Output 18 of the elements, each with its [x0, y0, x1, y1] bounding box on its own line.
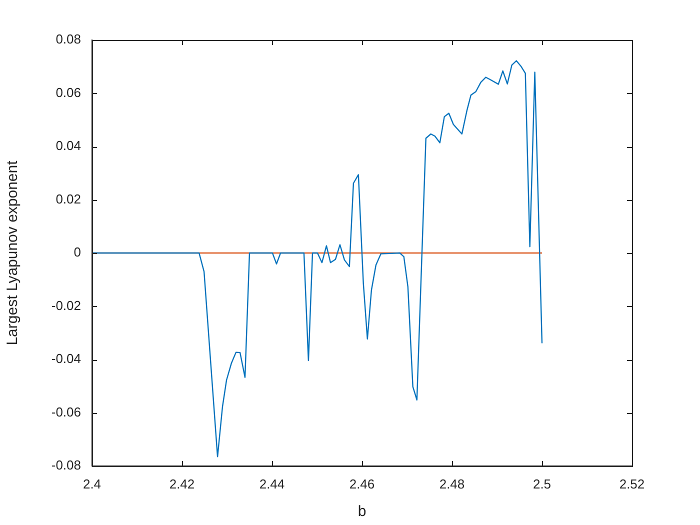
y-tick-label: 0 [74, 244, 81, 260]
x-axis-title: b [358, 503, 366, 520]
y-tick-label: -0.02 [51, 298, 81, 313]
y-tick-label: 0.06 [56, 84, 81, 100]
x-tick-label: 2.5 [532, 476, 552, 492]
y-tick-label: -0.04 [51, 351, 81, 366]
x-tick-label: 2.48 [439, 476, 465, 492]
y-tick-label: 0.02 [56, 191, 81, 206]
y-tick-label: 0.04 [56, 138, 81, 154]
x-tick-label: 2.46 [349, 476, 375, 492]
x-tick-label: 2.44 [259, 476, 285, 492]
y-tick-label: 0.08 [56, 32, 81, 47]
x-tick-label: 2.4 [82, 476, 102, 492]
x-tick-label: 2.52 [619, 476, 645, 492]
y-tick-label: -0.06 [51, 404, 81, 420]
x-tick-label: 2.42 [169, 476, 195, 492]
y-axis-title: Largest Lyapunov exponent [4, 160, 22, 346]
y-tick-label: -0.08 [51, 458, 81, 473]
